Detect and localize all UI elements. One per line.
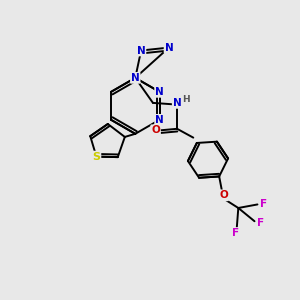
Text: N: N bbox=[137, 46, 146, 56]
Text: S: S bbox=[92, 152, 101, 162]
Text: N: N bbox=[155, 87, 164, 97]
Text: H: H bbox=[182, 94, 190, 103]
Text: F: F bbox=[257, 218, 264, 228]
Text: F: F bbox=[260, 199, 267, 209]
Text: N: N bbox=[173, 98, 182, 108]
Text: N: N bbox=[131, 73, 140, 83]
Text: O: O bbox=[219, 190, 228, 200]
Text: N: N bbox=[164, 43, 173, 52]
Text: N: N bbox=[155, 115, 164, 125]
Text: O: O bbox=[151, 125, 160, 135]
Text: F: F bbox=[232, 228, 239, 238]
